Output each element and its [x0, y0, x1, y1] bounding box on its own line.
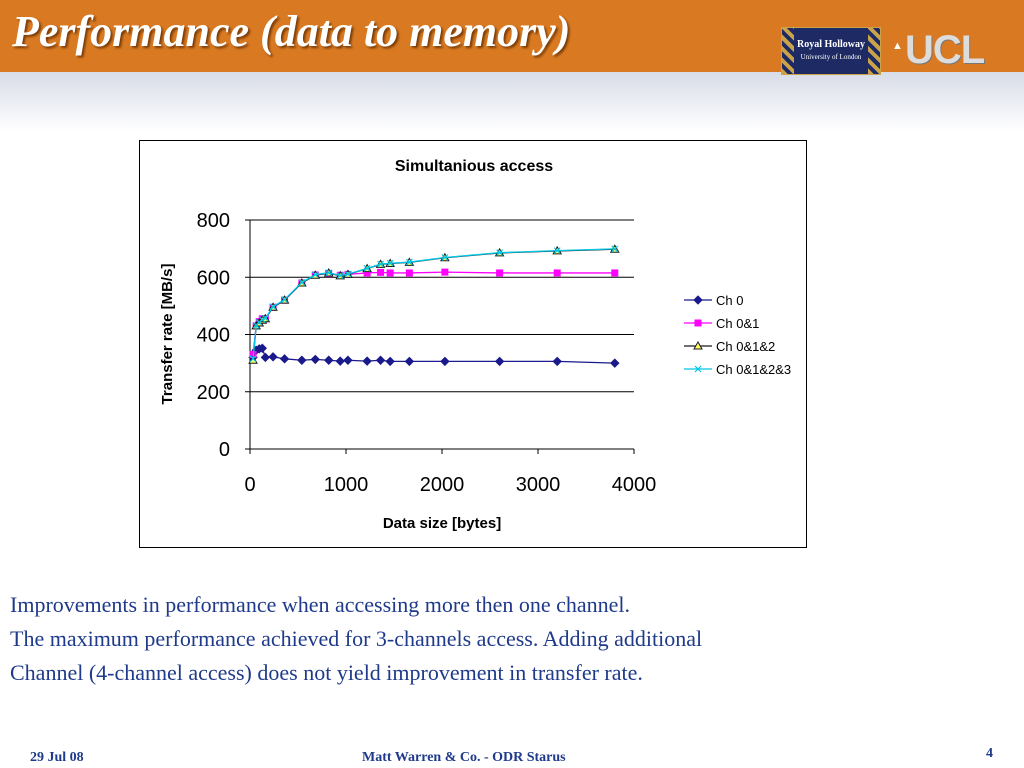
data-point-ch-0-14	[385, 356, 395, 367]
data-point-ch-0-6	[279, 354, 290, 364]
royal-holloway-name: Royal Holloway	[796, 39, 866, 50]
y-tick-label-800: 800	[197, 210, 230, 232]
legend-label-ch-0-1: Ch 0&1	[716, 316, 759, 331]
data-point-ch-0-1-2-3-19	[611, 245, 619, 253]
data-point-ch-0-17	[494, 356, 505, 367]
data-point-ch-0-10	[335, 356, 345, 366]
data-point-ch-0-19	[610, 358, 620, 368]
legend: Ch 0 Ch 0&1 Ch 0&1&2 Ch 0&1&2&3	[684, 293, 791, 377]
x-tick-label-1000: 1000	[324, 474, 369, 496]
data-point-ch-0-11	[343, 355, 353, 365]
data-point-ch-0-1-2-3-11	[344, 270, 352, 278]
caption-line-1: Improvements in performance when accessi…	[10, 592, 631, 617]
y-axis-label: Transfer rate [MB/s]	[159, 264, 176, 405]
data-point-ch-0-1-17	[496, 269, 504, 277]
data-point-ch-0-1-2-3-12	[363, 264, 371, 272]
royal-holloway-logo: Royal Holloway University of London	[781, 27, 881, 75]
data-point-ch-0-4	[260, 352, 271, 363]
footer-date: 29 Jul 08	[30, 750, 84, 765]
data-point-ch-0-18	[552, 356, 562, 367]
logo-stripe-right	[868, 28, 880, 74]
chart-svg: Simultanious access 0 200 400 600 800 0 1000 2…	[159, 158, 791, 532]
series-ch-0-1	[249, 268, 619, 359]
chart-title: Simultanious access	[395, 158, 553, 175]
data-point-ch-0-1-18	[553, 269, 561, 277]
legend-marker-ch-0-1	[694, 319, 702, 327]
data-point-ch-0-1-2-3-13	[377, 260, 384, 268]
legend-entry-ch-0-1-2-3: Ch 0&1&2&3	[684, 362, 791, 377]
legend-entry-ch-0-1: Ch 0&1	[684, 316, 759, 331]
series-ch-0-1-2	[248, 244, 620, 364]
data-point-ch-0-1-2-3-18	[553, 247, 561, 255]
x-tick-label-4000: 4000	[612, 474, 657, 496]
legend-entry-ch-0: Ch 0	[684, 293, 743, 308]
data-point-ch-0-7	[297, 355, 307, 365]
caption-line-2: The maximum performance achieved for 3-c…	[10, 626, 703, 651]
data-point-ch-0-15	[404, 356, 415, 367]
y-tick-label-600: 600	[197, 267, 230, 289]
series-line-ch-0-1	[252, 271, 615, 355]
data-point-ch-0-12	[362, 356, 372, 366]
logo-stripe-left	[782, 28, 794, 74]
legend-label-ch-0: Ch 0	[716, 293, 743, 308]
grid-lines	[250, 219, 634, 393]
data-point-ch-0-1-2-3-16	[441, 254, 449, 261]
data-point-ch-0-1-2-3-17	[496, 249, 504, 257]
series-group	[248, 244, 620, 368]
legend-marker-ch-0-1-2	[693, 340, 703, 350]
legend-label-ch-0-1-2-3: Ch 0&1&2&3	[716, 362, 791, 377]
ucl-dome-icon: ▲	[892, 40, 903, 52]
page-number: 4	[986, 746, 993, 761]
data-point-ch-0-1-16	[441, 268, 449, 276]
y-tick-label-200: 200	[197, 382, 230, 404]
data-point-ch-0-1-14	[386, 269, 394, 277]
series-line-ch-0-1-2-3	[252, 248, 615, 359]
data-point-ch-0-1-2-3-15	[405, 258, 413, 266]
data-point-ch-0-1-2-3-6	[281, 296, 288, 304]
series-ch-0-1-2-3	[249, 245, 619, 363]
data-point-ch-0-8	[310, 354, 320, 365]
caption-line-3: Channel (4-channel access) does not yiel…	[10, 660, 643, 685]
data-point-ch-0-1-2-3-7	[298, 278, 306, 286]
x-axis-label: Data size [bytes]	[383, 515, 501, 532]
ucl-logo: UCL	[905, 28, 985, 72]
data-point-ch-0-3	[257, 343, 267, 353]
data-point-ch-0-1-2-3-9	[325, 269, 333, 277]
x-tick-label-2000: 2000	[420, 474, 465, 496]
data-point-ch-0-1-2-3-8	[311, 271, 319, 279]
x-tick-label-0: 0	[244, 474, 255, 496]
y-tick-label-0: 0	[219, 439, 230, 461]
legend-entry-ch-0-1-2: Ch 0&1&2	[684, 339, 775, 354]
x-ticks: 0 1000 2000 3000 4000	[244, 449, 656, 496]
legend-marker-ch-0-1-2-3	[694, 365, 702, 373]
series-ch-0	[248, 343, 620, 368]
legend-marker-ch-0	[693, 295, 703, 305]
data-point-ch-0-1-13	[377, 268, 385, 276]
header-gradient	[0, 72, 1024, 132]
y-tick-label-400: 400	[197, 325, 230, 347]
legend-label-ch-0-1-2: Ch 0&1&2	[716, 339, 775, 354]
chart-frame: Simultanious access 0 200 400 600 800 0 1000 2…	[139, 140, 807, 548]
data-point-ch-0-1-2-3-10	[336, 272, 344, 279]
data-point-ch-0-5	[268, 352, 278, 362]
data-point-ch-0-13	[375, 355, 386, 365]
royal-holloway-subtitle: University of London	[800, 53, 862, 61]
footer-author: Matt Warren & Co. - ODR Starus	[362, 750, 566, 765]
y-ticks: 0 200 400 600 800	[197, 210, 250, 461]
x-tick-label-3000: 3000	[516, 474, 561, 496]
data-point-ch-0-1-15	[405, 269, 413, 277]
series-line-ch-0-1-2	[252, 248, 615, 361]
data-point-ch-0-1-2-3-0	[249, 355, 257, 363]
data-point-ch-0-9	[324, 355, 334, 365]
slide-title: Performance (data to memory)	[12, 7, 571, 56]
data-point-ch-0-16	[440, 356, 450, 367]
data-point-ch-0-1-2-3-4	[261, 314, 269, 322]
data-point-ch-0-1-19	[611, 269, 619, 277]
data-point-ch-0-1-2-3-14	[386, 259, 394, 267]
data-point-ch-0-1-2-3-5	[269, 303, 277, 311]
